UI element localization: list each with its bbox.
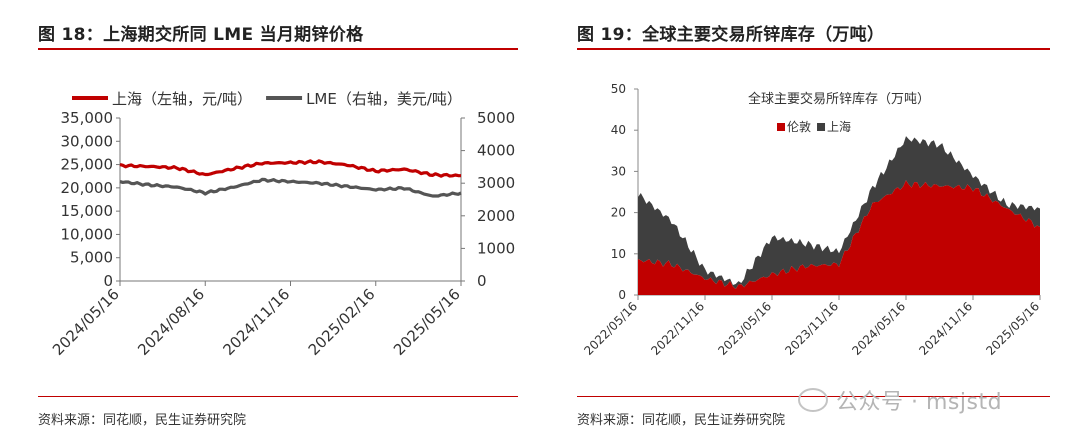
- y-tick-label: 10: [611, 247, 626, 261]
- left-y-tick-label: 10,000: [61, 225, 114, 243]
- inner-chart-title: 全球主要交易所锌库存（万吨）: [748, 91, 930, 107]
- right-figure-panel: 图 19：全球主要交易所锌库存（万吨） 0 10 20 30 40 50 2022/05/1…: [555, 0, 1080, 443]
- left-y-tick-label: 25,000: [61, 156, 114, 174]
- x-tick-label: 2025/05/16: [390, 285, 464, 359]
- legend-label-1: 上海: [827, 119, 851, 134]
- lme-price-line: [119, 177, 462, 198]
- x-tick-label: 2025/02/16: [305, 285, 379, 359]
- y-tick-label: 50: [611, 82, 626, 96]
- zinc-inventory-chart: 0 10 20 30 40 50 2022/05/16 2022/11/16 2023/05/1…: [581, 82, 1042, 358]
- left-figure-title: 图 18：上海期交所同 LME 当月期锌价格: [38, 25, 364, 45]
- x-tick-label: 2024/05/16: [849, 299, 908, 358]
- right-y-tick-label: 5000: [477, 109, 515, 127]
- left-y-tick-label: 30,000: [61, 132, 114, 150]
- left-title-rule: [38, 48, 518, 50]
- left-y-tick-label: 35,000: [61, 109, 114, 127]
- legend-label-0: 伦敦: [787, 119, 811, 134]
- left-y-tick-label: 0: [103, 272, 113, 290]
- shanghai-price-line: [119, 159, 462, 178]
- y-tick-label: 0: [618, 288, 626, 302]
- wechat-icon: [798, 388, 828, 412]
- wechat-watermark: 公众号 · msjstd: [798, 384, 1002, 416]
- right-title-rule: [577, 48, 1050, 50]
- x-tick-label: 2024/05/16: [49, 285, 123, 359]
- left-figure-panel: 图 18：上海期交所同 LME 当月期锌价格 0 5,000 10,000 15,00…: [38, 25, 518, 428]
- y-tick-label: 30: [611, 164, 626, 178]
- shanghai-inventory-area: [638, 136, 1040, 289]
- legend-label-0: 上海（左轴，元/吨）: [112, 90, 252, 108]
- y-tick-label: 20: [611, 206, 626, 220]
- left-y-tick-label: 5,000: [70, 249, 113, 267]
- left-y-tick-label: 20,000: [61, 179, 114, 197]
- x-tick-label: 2025/05/16: [983, 299, 1042, 358]
- y-tick-label: 40: [611, 123, 626, 137]
- london-inventory-area: [638, 180, 1040, 295]
- legend-swatch-0: [777, 123, 785, 131]
- x-tick-label: 2022/05/16: [581, 299, 640, 358]
- left-bottom-rule: [38, 396, 518, 397]
- x-tick-label: 2024/11/16: [219, 285, 293, 359]
- x-tick-label: 2023/11/16: [782, 299, 841, 358]
- x-tick-label: 2024/11/16: [916, 299, 975, 358]
- right-y-tick-label: 0: [477, 272, 487, 290]
- right-y-tick-label: 2000: [477, 207, 515, 225]
- x-tick-label: 2024/08/16: [134, 285, 208, 359]
- x-tick-label: 2022/11/16: [648, 299, 707, 358]
- left-source-note: 资料来源：同花顺，民生证券研究院: [38, 413, 247, 428]
- right-y-tick-label: 1000: [477, 239, 515, 257]
- left-y-tick-label: 15,000: [61, 202, 114, 220]
- right-y-tick-label: 3000: [477, 174, 515, 192]
- zinc-price-chart: 0 5,000 10,000 15,000 20,000 25,000 30,000 35,0…: [49, 90, 515, 359]
- x-tick-label: 2023/05/16: [715, 299, 774, 358]
- right-source-note: 资料来源：同花顺，民生证券研究院: [577, 413, 786, 428]
- legend-swatch-1: [817, 123, 826, 131]
- right-y-tick-label: 4000: [477, 142, 515, 160]
- right-figure-title: 图 19：全球主要交易所锌库存（万吨）: [577, 25, 885, 45]
- watermark-text: 公众号 · msjstd: [836, 390, 1003, 415]
- legend-label-1: LME（右轴，美元/吨）: [306, 90, 462, 108]
